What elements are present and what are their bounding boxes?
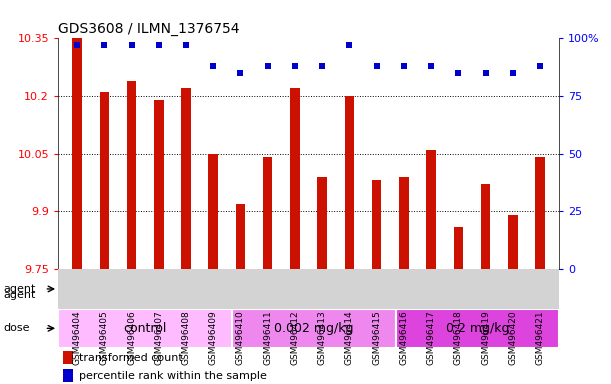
Bar [232, 269, 559, 309]
Point [236, 70, 246, 76]
Bar [58, 269, 232, 309]
Text: transformed count: transformed count [79, 353, 183, 363]
Bar [290, 88, 300, 269]
Point [508, 70, 518, 76]
Text: 0.002 mg/kg: 0.002 mg/kg [274, 322, 354, 335]
Bar [426, 150, 436, 269]
Point [208, 63, 218, 69]
Text: control: control [123, 322, 167, 335]
Text: dose: dose [3, 323, 29, 333]
Text: percentile rank within the sample: percentile rank within the sample [79, 371, 267, 381]
Text: vehicle: vehicle [123, 283, 167, 295]
Point [535, 63, 545, 69]
Bar [263, 157, 273, 269]
Point [263, 63, 273, 69]
Bar [208, 154, 218, 269]
Text: BDE-47: BDE-47 [373, 283, 419, 295]
Bar [232, 309, 396, 348]
Bar [154, 100, 164, 269]
Point [290, 63, 300, 69]
Bar [236, 204, 245, 269]
Bar [58, 309, 232, 348]
Bar [396, 309, 559, 348]
Point [100, 42, 109, 48]
Bar [535, 157, 545, 269]
Point [481, 70, 491, 76]
Point [426, 63, 436, 69]
Bar [72, 38, 82, 269]
Bar [399, 177, 409, 269]
Point [345, 42, 354, 48]
Bar [317, 177, 327, 269]
Bar [100, 92, 109, 269]
Point [453, 70, 463, 76]
Point [399, 63, 409, 69]
Text: 0.2 mg/kg: 0.2 mg/kg [445, 322, 509, 335]
Bar [181, 88, 191, 269]
Point [126, 42, 136, 48]
Bar [453, 227, 463, 269]
Point [72, 42, 82, 48]
Bar [481, 184, 490, 269]
Bar [508, 215, 518, 269]
Bar [63, 369, 73, 382]
Text: agent: agent [3, 284, 35, 294]
Point [154, 42, 164, 48]
Bar [345, 96, 354, 269]
Point [317, 63, 327, 69]
Point [371, 63, 381, 69]
Bar [127, 81, 136, 269]
Point [181, 42, 191, 48]
Bar [372, 180, 381, 269]
Text: agent: agent [3, 290, 35, 300]
Bar [63, 351, 73, 364]
Text: GDS3608 / ILMN_1376754: GDS3608 / ILMN_1376754 [58, 22, 240, 36]
